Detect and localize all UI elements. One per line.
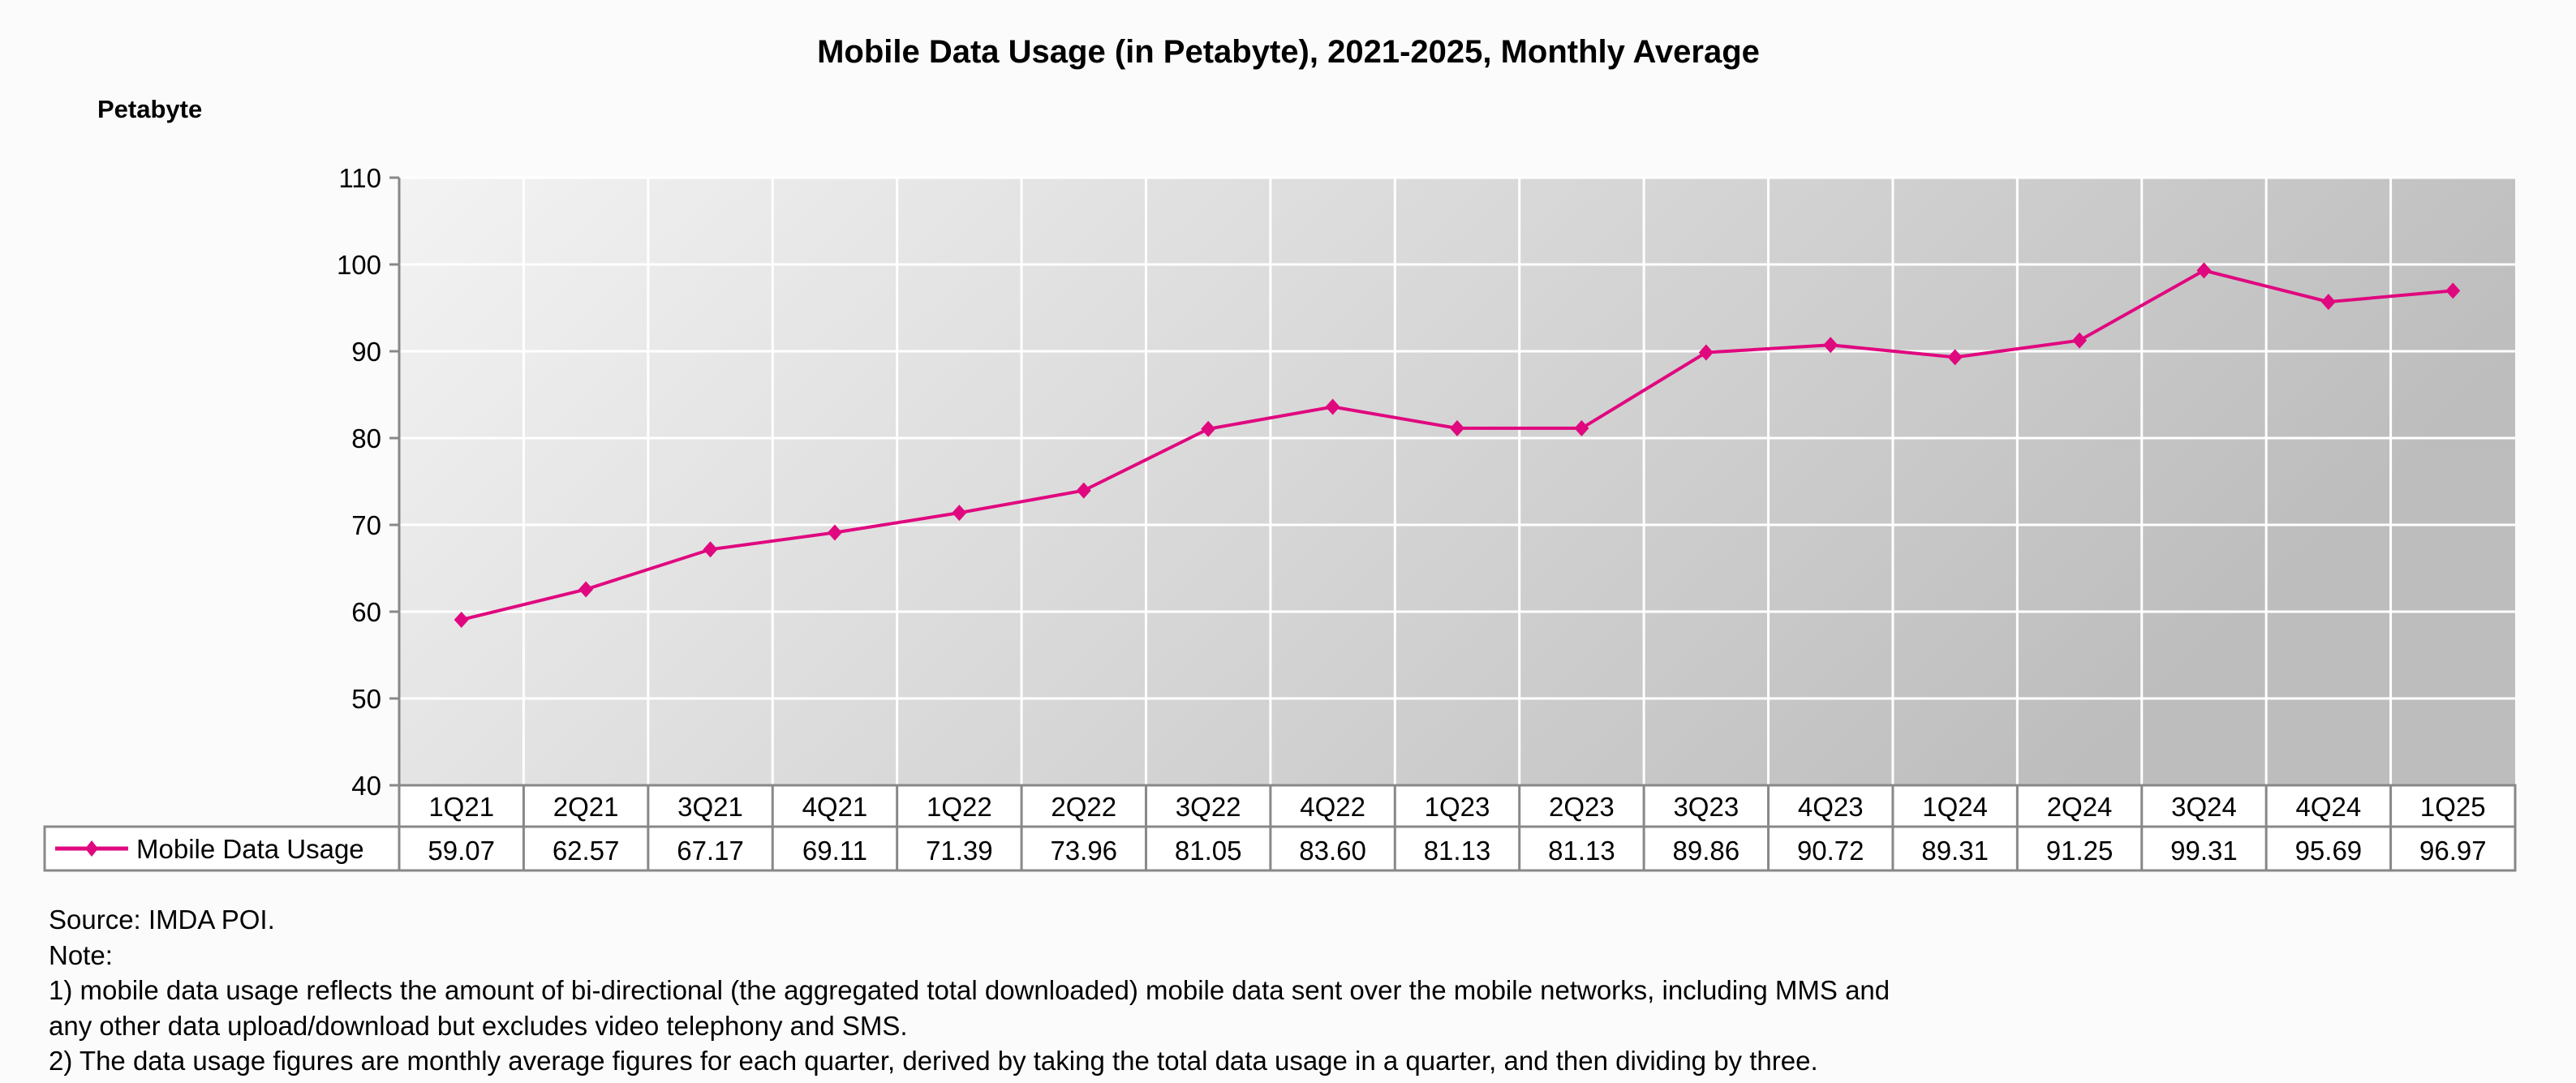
x-tick-label: 1Q24 (1922, 792, 1988, 822)
legend-label: Mobile Data Usage (136, 834, 364, 864)
data-point (1450, 419, 1464, 436)
data-label: 89.86 (1673, 836, 1740, 866)
x-tick-label: 3Q21 (677, 792, 743, 822)
chart-title: Mobile Data Usage (in Petabyte), 2021-20… (817, 34, 1760, 70)
plot-area (399, 178, 2515, 785)
x-tick-label: 1Q22 (927, 792, 992, 822)
data-label: 83.60 (1299, 836, 1366, 866)
data-point (2196, 262, 2212, 279)
x-tick-label: 4Q24 (2296, 792, 2362, 822)
note-heading: Note: (49, 939, 113, 970)
data-point (1574, 419, 1589, 436)
data-label: 81.13 (1548, 836, 1615, 866)
data-label: 81.05 (1175, 836, 1242, 866)
data-label: 62.57 (553, 836, 620, 866)
data-label: 73.96 (1050, 836, 1117, 866)
y-tick-label: 70 (351, 510, 381, 540)
line-chart: Mobile Data Usage (in Petabyte), 2021-20… (43, 34, 2517, 872)
data-label: 99.31 (2170, 836, 2238, 866)
note-2: 2) The data usage figures are monthly av… (49, 1046, 1818, 1076)
note-1-line-2: any other data upload/download but exclu… (49, 1010, 908, 1041)
data-label: 71.39 (926, 836, 993, 866)
y-tick-label: 100 (337, 250, 381, 280)
data-point (1698, 344, 1714, 361)
data-point (827, 524, 842, 541)
y-tick-label: 90 (351, 337, 381, 367)
x-tick-label: 3Q22 (1176, 792, 1241, 822)
data-label: 67.17 (677, 836, 744, 866)
data-label: 59.07 (428, 836, 495, 866)
data-point (2320, 294, 2336, 311)
gridlines (399, 176, 2515, 785)
x-tick-label: 1Q25 (2420, 792, 2486, 822)
data-label: 95.69 (2295, 836, 2363, 866)
data-point (1076, 482, 1091, 499)
x-tick-label: 1Q21 (428, 792, 494, 822)
table-header-row (398, 784, 2517, 828)
data-point (952, 505, 967, 522)
x-tick-label: 2Q24 (2047, 792, 2113, 822)
source-text: Source: IMDA POI. (49, 905, 275, 935)
data-point (1325, 398, 1340, 415)
y-tick-label: 80 (351, 423, 381, 453)
table-data-row (43, 825, 2517, 872)
data-table: 1Q21 59.07 2Q21 62.57 3Q21 67.17 4Q21 69.11 1Q22… (43, 784, 2517, 872)
y-axis-label: Petabyte (97, 95, 202, 123)
data-label: 90.72 (1797, 836, 1864, 866)
notes: Source: IMDA POI. Note: 1) mobile data u… (49, 902, 1890, 1079)
data-point (2072, 332, 2088, 349)
data-point (703, 541, 718, 558)
x-tick-label: 3Q24 (2171, 792, 2237, 822)
y-axis-ticks: 40 50 60 70 80 90 100 110 (337, 163, 401, 801)
x-tick-label: 4Q23 (1798, 792, 1864, 822)
x-tick-label: 2Q22 (1051, 792, 1116, 822)
data-point (1823, 337, 1838, 354)
data-point (2445, 282, 2461, 299)
y-tick-label: 60 (351, 597, 381, 627)
x-tick-label: 1Q23 (1425, 792, 1490, 822)
data-label: 89.31 (1921, 836, 1989, 866)
data-point (578, 581, 594, 598)
x-tick-label: 2Q21 (553, 792, 619, 822)
y-tick-label: 50 (351, 684, 381, 714)
y-tick-label: 40 (351, 771, 381, 801)
data-label: 69.11 (802, 836, 867, 866)
legend-marker (85, 840, 98, 857)
x-tick-label: 4Q22 (1300, 792, 1365, 822)
y-tick-label: 110 (338, 163, 381, 193)
data-label: 81.13 (1424, 836, 1491, 866)
data-point (1201, 420, 1216, 437)
data-label: 91.25 (2046, 836, 2114, 866)
x-tick-label: 3Q23 (1673, 792, 1739, 822)
data-point (454, 611, 469, 628)
x-tick-label: 2Q23 (1549, 792, 1615, 822)
series-line (454, 262, 2461, 628)
data-point (1947, 349, 1963, 366)
x-tick-label: 4Q21 (802, 792, 868, 822)
note-1-line-1: 1) mobile data usage reflects the amount… (49, 975, 1890, 1005)
data-label: 96.97 (2419, 836, 2487, 866)
